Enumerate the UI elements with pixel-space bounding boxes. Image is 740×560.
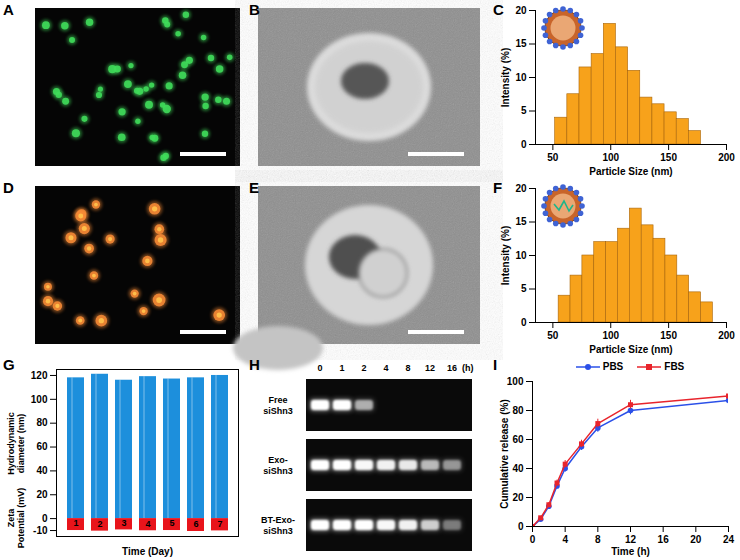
svg-text:20: 20 (690, 534, 702, 545)
html-text:G: G (3, 356, 15, 373)
svg-text:6: 6 (193, 519, 198, 529)
html-text:B: B (249, 1, 260, 18)
svg-text:2: 2 (97, 519, 102, 529)
html-text:F: F (493, 179, 503, 196)
svg-text:20: 20 (515, 5, 527, 16)
svg-text:Particle Size (nm): Particle Size (nm) (589, 166, 672, 177)
svg-text:0: 0 (518, 521, 524, 532)
svg-text:Hydrodynamicdiameter (nm): Hydrodynamicdiameter (nm) (6, 412, 26, 475)
svg-text:1: 1 (73, 518, 78, 528)
svg-text:Intensity (%): Intensity (%) (500, 48, 511, 107)
svg-text:2: 2 (361, 363, 366, 373)
svg-text:Time (h): Time (h) (611, 546, 650, 557)
svg-text:Intensity (%): Intensity (%) (500, 226, 511, 285)
svg-text:15: 15 (515, 38, 527, 49)
svg-text:5: 5 (169, 518, 174, 528)
svg-text:40: 40 (512, 463, 524, 474)
html-text:E: E (249, 179, 259, 196)
svg-text:4: 4 (383, 363, 388, 373)
svg-text:200: 200 (718, 330, 735, 341)
svg-text:5: 5 (521, 283, 527, 294)
svg-text:0: 0 (317, 363, 322, 373)
svg-text:Time (Day): Time (Day) (122, 546, 173, 557)
svg-text:80: 80 (36, 417, 48, 428)
svg-text:50: 50 (547, 330, 559, 341)
svg-text:BT-Exo-siShn3: BT-Exo-siShn3 (261, 515, 295, 536)
html-text:A: A (3, 1, 14, 18)
svg-text:4: 4 (145, 519, 150, 529)
svg-text:20: 20 (515, 183, 527, 194)
svg-text:100: 100 (31, 394, 48, 405)
svg-text:80: 80 (512, 405, 524, 416)
svg-text:12: 12 (425, 363, 435, 373)
svg-text:100: 100 (507, 376, 524, 387)
svg-text:3: 3 (121, 518, 126, 528)
svg-text:ZetaPotential (mV): ZetaPotential (mV) (6, 488, 26, 549)
svg-text:7: 7 (217, 519, 222, 529)
svg-text:8: 8 (595, 534, 601, 545)
svg-text:60: 60 (36, 441, 48, 452)
svg-text:24: 24 (723, 534, 735, 545)
svg-text:10: 10 (515, 250, 527, 261)
svg-text:0: 0 (42, 513, 48, 524)
html-text:I: I (493, 356, 498, 373)
html-text:D: D (3, 179, 14, 196)
svg-text:0: 0 (521, 139, 527, 150)
svg-text:60: 60 (512, 434, 524, 445)
svg-text:40: 40 (36, 465, 48, 476)
svg-text:4: 4 (562, 534, 568, 545)
svg-text:8: 8 (405, 363, 410, 373)
svg-text:100: 100 (602, 330, 619, 341)
svg-text:-10: -10 (33, 525, 48, 536)
html-text:C: C (493, 1, 504, 18)
html-text:H: H (249, 356, 260, 373)
svg-text:Cumulative release (%): Cumulative release (%) (499, 399, 510, 509)
svg-text:50: 50 (547, 152, 559, 163)
svg-text:16: 16 (447, 363, 457, 373)
html-text:PBS: PBS (602, 361, 624, 372)
svg-text:200: 200 (718, 152, 735, 163)
svg-text:10: 10 (515, 72, 527, 83)
svg-text:150: 150 (660, 152, 677, 163)
svg-text:20: 20 (512, 492, 524, 503)
svg-text:16: 16 (658, 534, 670, 545)
svg-text:(h): (h) (462, 363, 474, 373)
svg-text:Exo-siShn3: Exo-siShn3 (263, 455, 293, 476)
svg-text:0: 0 (521, 317, 527, 328)
svg-text:5: 5 (521, 105, 527, 116)
svg-text:120: 120 (31, 370, 48, 381)
svg-text:100: 100 (602, 152, 619, 163)
svg-text:15: 15 (515, 216, 527, 227)
svg-text:FreesiShn3: FreesiShn3 (263, 395, 293, 416)
svg-text:20: 20 (36, 489, 48, 500)
svg-text:0: 0 (530, 534, 536, 545)
svg-text:Particle Size (nm): Particle Size (nm) (589, 344, 672, 355)
svg-text:1: 1 (339, 363, 344, 373)
svg-text:150: 150 (660, 330, 677, 341)
svg-text:12: 12 (625, 534, 637, 545)
html-text:FBS: FBS (664, 361, 685, 372)
